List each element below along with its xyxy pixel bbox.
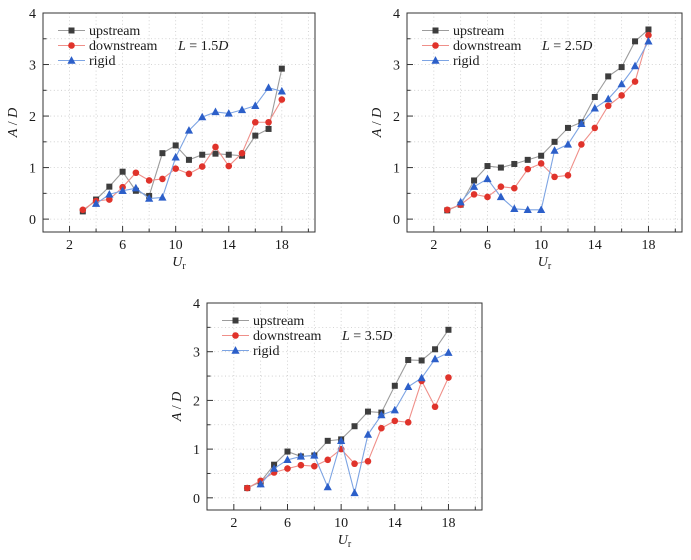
svg-text:2: 2 [66, 238, 73, 253]
svg-text:18: 18 [441, 516, 455, 531]
svg-text:18: 18 [641, 238, 655, 253]
svg-text:1: 1 [29, 162, 36, 177]
svg-text:4: 4 [393, 7, 400, 22]
svg-text:2: 2 [230, 516, 237, 531]
svg-text:rigid: rigid [89, 54, 115, 69]
svg-text:4: 4 [29, 7, 36, 22]
svg-text:14: 14 [388, 516, 402, 531]
svg-text:2: 2 [29, 110, 36, 125]
svg-text:0: 0 [193, 492, 200, 507]
svg-text:Ur: Ur [172, 255, 186, 272]
svg-text:downstream: downstream [253, 329, 322, 344]
svg-text:18: 18 [275, 238, 289, 253]
svg-text:rigid: rigid [253, 344, 279, 359]
svg-text:A / D: A / D [170, 392, 185, 423]
svg-text:upstream: upstream [89, 24, 140, 39]
svg-text:rigid: rigid [453, 54, 479, 69]
svg-text:Ur: Ur [538, 255, 552, 272]
svg-text:2: 2 [193, 394, 200, 409]
svg-text:4: 4 [193, 297, 200, 312]
svg-text:L = 3.5D: L = 3.5D [341, 329, 392, 344]
svg-text:L = 1.5D: L = 1.5D [177, 39, 228, 54]
svg-text:10: 10 [334, 516, 348, 531]
svg-text:Ur: Ur [338, 533, 352, 550]
chart-L-2.5D-plot: 2 6 10 14 18 0 1 2 3 4 Ur A / D upstreamdownstreamri… [370, 7, 683, 272]
svg-text:downstream: downstream [89, 39, 158, 54]
svg-text:6: 6 [284, 516, 291, 531]
svg-text:2: 2 [393, 110, 400, 125]
svg-text:6: 6 [119, 238, 126, 253]
svg-text:10: 10 [169, 238, 183, 253]
chart-L-1.5D-plot: 2 6 10 14 18 0 1 2 3 4 Ur A / D upstreamdownstreamri… [6, 7, 316, 272]
svg-text:1: 1 [193, 443, 200, 458]
svg-text:upstream: upstream [253, 314, 304, 329]
chart-L-3.5D-plot: 2 6 10 14 18 0 1 2 3 4 Ur A / D upstreamdownstreamri… [170, 297, 483, 550]
svg-text:14: 14 [222, 238, 236, 253]
chart-L-3.5D: 2 6 10 14 18 0 1 2 3 4 Ur A / D upstream downstream ri… [162, 281, 522, 553]
svg-text:6: 6 [484, 238, 491, 253]
svg-text:A / D: A / D [370, 108, 385, 139]
chart-L-2.5D: 2 6 10 14 18 0 1 2 3 4 Ur A / D upstream downstream ri… [345, 0, 691, 272]
svg-text:0: 0 [393, 213, 400, 228]
svg-text:L = 2.5D: L = 2.5D [541, 39, 592, 54]
svg-text:0: 0 [29, 213, 36, 228]
svg-text:1: 1 [393, 162, 400, 177]
svg-text:14: 14 [588, 238, 602, 253]
svg-text:3: 3 [193, 346, 200, 361]
svg-text:downstream: downstream [453, 39, 522, 54]
svg-text:2: 2 [430, 238, 437, 253]
svg-text:A / D: A / D [6, 108, 21, 139]
svg-text:10: 10 [534, 238, 548, 253]
svg-text:3: 3 [29, 59, 36, 74]
chart-L-1.5D: 2 6 10 14 18 0 1 2 3 4 Ur A / D upstream downstream ri… [0, 0, 345, 272]
svg-text:3: 3 [393, 59, 400, 74]
svg-text:upstream: upstream [453, 24, 504, 39]
